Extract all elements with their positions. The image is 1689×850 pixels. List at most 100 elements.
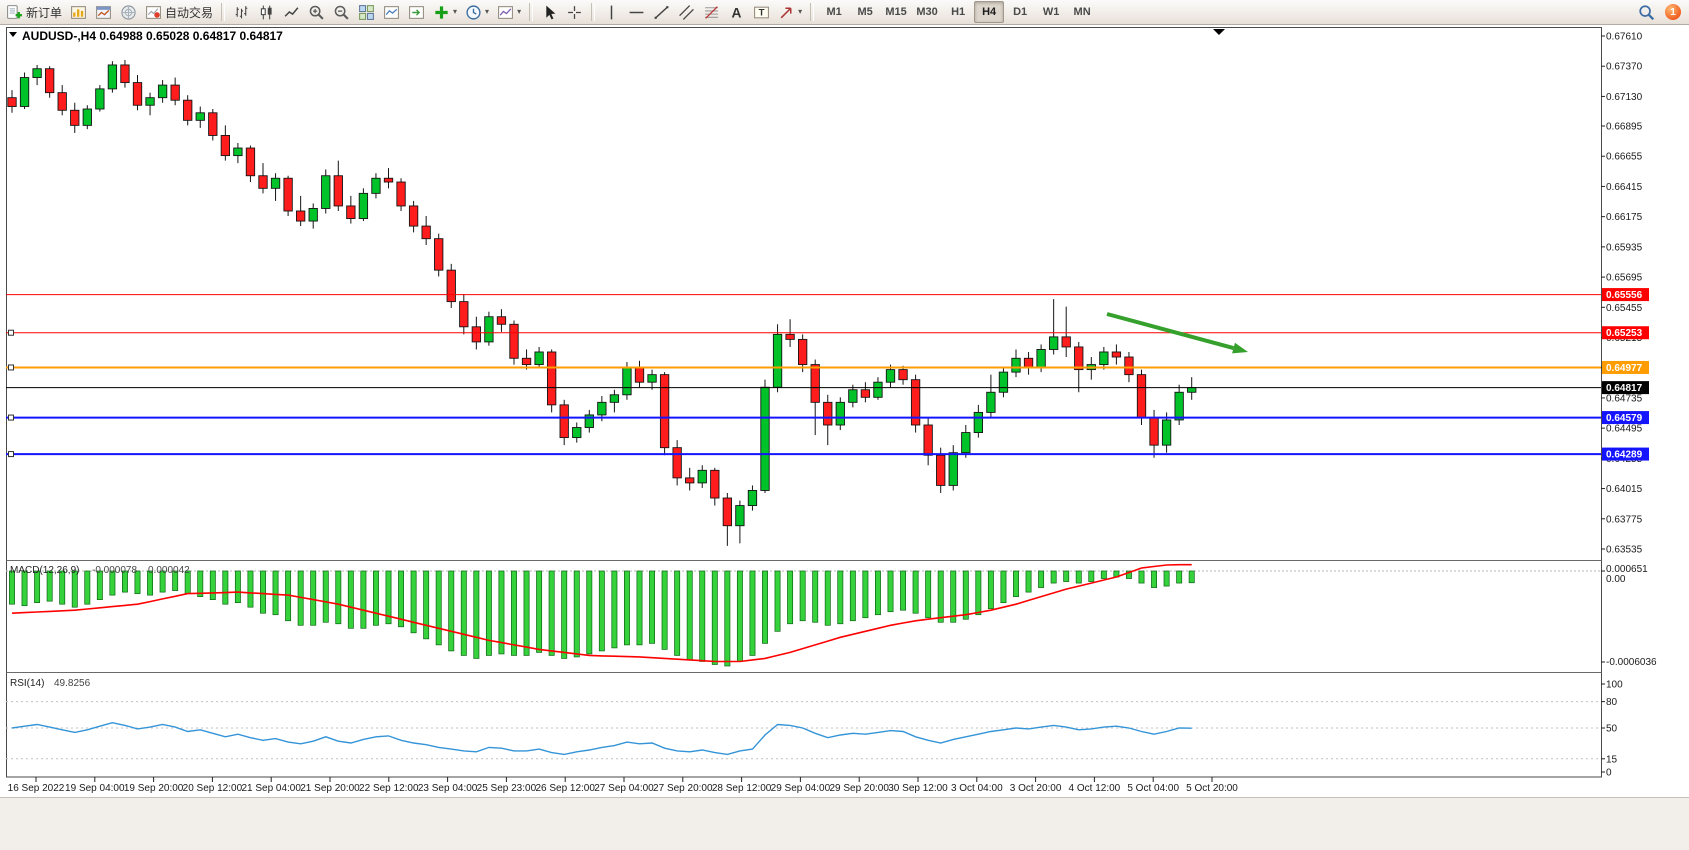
horizontal-line-button[interactable] <box>625 2 648 23</box>
timeframe-m1-button[interactable]: M1 <box>826 6 842 18</box>
line-chart-icon <box>284 6 299 17</box>
new-order-label: 新订单 <box>26 5 63 20</box>
notifications-badge[interactable]: 1 <box>1665 4 1681 20</box>
trendline-button[interactable] <box>650 2 673 23</box>
svg-text:0: 0 <box>1606 768 1612 779</box>
vertical-line-button[interactable] <box>600 2 623 23</box>
svg-text:0.64735: 0.64735 <box>1606 393 1643 404</box>
svg-text:0.66655: 0.66655 <box>1606 152 1643 163</box>
bar-chart-button[interactable] <box>230 2 253 23</box>
annotations-layer[interactable] <box>1106 312 1248 354</box>
indicators-button[interactable]: ▾ <box>430 2 460 23</box>
autotrading-label: 自动交易 <box>165 5 214 20</box>
timeframe-m5-button[interactable]: M5 <box>857 6 873 18</box>
add-indicator-icon <box>435 5 448 19</box>
time-axis[interactable]: 16 Sep 2022 19 Sep 04:00 19 Sep 20:00 20 Se… <box>8 777 1239 794</box>
timeframe-group: M1 M5 M15 M30 H1 H4 D1 W1 MN <box>819 1 1097 23</box>
autotrading-button[interactable]: 自动交易 <box>142 2 216 23</box>
svg-text:0.65935: 0.65935 <box>1606 242 1643 253</box>
svg-text:0.64015: 0.64015 <box>1606 484 1643 495</box>
toolbar-right-group: 1 <box>1635 2 1686 23</box>
svg-text:0.65556: 0.65556 <box>1606 290 1643 301</box>
dropdown-caret-icon: ▾ <box>485 7 490 16</box>
trendline-icon <box>654 5 669 19</box>
scroll-position-marker[interactable] <box>1213 29 1225 35</box>
line-anchor-handle[interactable] <box>8 364 14 371</box>
chart-shift-button[interactable] <box>405 2 428 23</box>
svg-text:25 Sep 23:00: 25 Sep 23:00 <box>477 783 537 794</box>
equidistant-channel-button[interactable] <box>675 2 698 23</box>
cursor-icon <box>546 5 556 19</box>
template-icon <box>498 5 513 19</box>
new-order-button[interactable]: 新订单 <box>3 2 65 23</box>
scroll-to-end-button[interactable] <box>380 2 403 23</box>
line-anchor-handle[interactable] <box>8 451 14 458</box>
candlestick-chart-button[interactable] <box>255 2 278 23</box>
svg-text:0.65253: 0.65253 <box>1606 328 1643 339</box>
rsi-panel: 100 80 50 15 0 <box>6 680 1623 779</box>
channel-icon <box>679 4 694 20</box>
svg-text:20 Sep 12:00: 20 Sep 12:00 <box>183 783 243 794</box>
zoom-in-button[interactable] <box>305 2 328 23</box>
fibonacci-button[interactable] <box>700 2 723 23</box>
svg-text:-0.0006036: -0.0006036 <box>1606 657 1657 668</box>
fibonacci-icon <box>705 5 718 19</box>
svg-text:0.64977: 0.64977 <box>1606 363 1643 374</box>
svg-text:3 Oct 04:00: 3 Oct 04:00 <box>951 783 1003 794</box>
trend-arrow-head[interactable] <box>1232 342 1248 354</box>
symbol-dropdown-icon[interactable] <box>9 32 17 37</box>
text-label-button[interactable]: T <box>750 2 773 23</box>
svg-text:16 Sep 2022: 16 Sep 2022 <box>8 783 65 794</box>
toolbar-separator <box>221 3 226 21</box>
line-anchor-handle[interactable] <box>8 414 14 421</box>
community-button[interactable] <box>117 2 140 23</box>
chart-title: AUDUSD-,H4 0.64988 0.65028 0.64817 0.648… <box>22 29 283 43</box>
macd-label: MACD(12,26,9) <box>10 565 79 576</box>
svg-text:80: 80 <box>1606 697 1618 708</box>
svg-text:0.66415: 0.66415 <box>1606 182 1643 193</box>
plot-border <box>6 27 1602 778</box>
templates-button[interactable]: ▾ <box>494 2 524 23</box>
text-button[interactable]: A <box>725 2 748 23</box>
svg-text:0.64289: 0.64289 <box>1606 450 1643 461</box>
dropdown-caret-icon: ▾ <box>517 7 522 16</box>
svg-text:0.000651: 0.000651 <box>1606 564 1648 575</box>
crosshair-icon <box>568 5 581 19</box>
line-chart-button[interactable] <box>280 2 303 23</box>
profiles-button[interactable] <box>92 2 115 23</box>
search-button[interactable] <box>1635 2 1658 23</box>
arrows-button[interactable]: ▾ <box>775 2 805 23</box>
svg-text:T: T <box>759 7 765 18</box>
timeframe-h4-button[interactable]: H4 <box>974 1 1005 23</box>
line-anchor-handle[interactable] <box>8 329 14 336</box>
text-tool-icon: A <box>732 4 742 20</box>
timeframe-mn-button[interactable]: MN <box>1073 6 1091 18</box>
rsi-label: RSI(14) <box>10 678 44 689</box>
tile-windows-button[interactable] <box>355 2 378 23</box>
periods-button[interactable]: ▾ <box>462 2 492 23</box>
macd-value-main: -0.000078 <box>92 565 137 576</box>
charts-button[interactable] <box>67 2 90 23</box>
crosshair-button[interactable] <box>563 2 586 23</box>
profiles-icon <box>96 5 111 19</box>
timeframe-m30-button[interactable]: M30 <box>916 6 938 18</box>
autotrading-icon <box>146 5 161 19</box>
text-label-icon: T <box>754 6 770 18</box>
svg-text:0.66895: 0.66895 <box>1606 122 1643 133</box>
timeframe-h1-button[interactable]: H1 <box>951 6 966 18</box>
bar-chart-icon <box>235 5 248 18</box>
timeframe-d1-button[interactable]: D1 <box>1013 6 1028 18</box>
timeframe-w1-button[interactable]: W1 <box>1042 6 1060 18</box>
svg-text:0.67370: 0.67370 <box>1606 62 1643 73</box>
timeframe-m15-button[interactable]: M15 <box>885 6 907 18</box>
scroll-to-end-icon <box>384 5 399 19</box>
horizontal-lines-layer[interactable]: 0.65556 0.65253 0.64977 0.64579 0.64289 0.648… <box>6 288 1649 461</box>
charts-icon <box>71 5 86 19</box>
trend-arrow-object[interactable] <box>1106 312 1235 351</box>
svg-text:0.66175: 0.66175 <box>1606 212 1643 223</box>
zoom-out-button[interactable] <box>330 2 353 23</box>
cursor-button[interactable] <box>538 2 561 23</box>
